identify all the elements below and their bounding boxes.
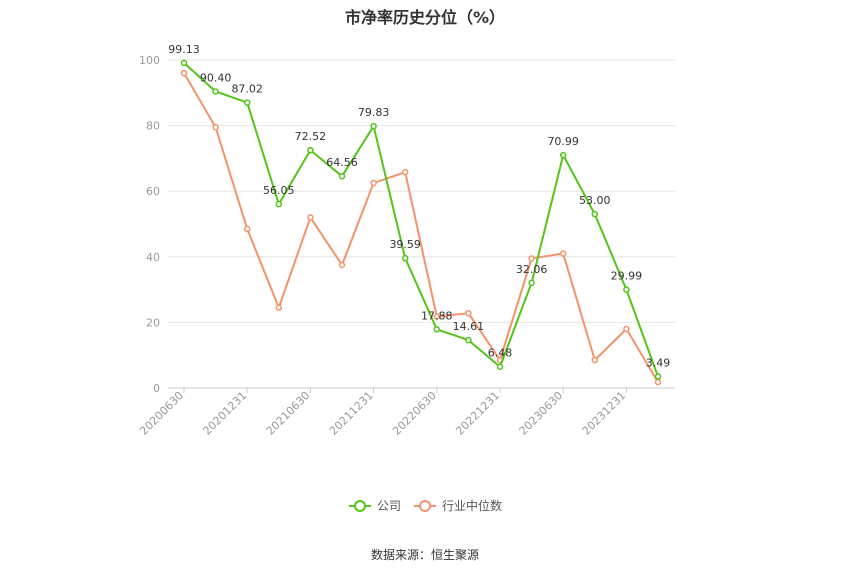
industry-median-point (465, 309, 472, 317)
industry-median-point (243, 225, 251, 233)
data-label: 99.13 (168, 43, 200, 56)
company-point (307, 146, 314, 154)
y-tick-label: 40 (146, 251, 160, 264)
industry-median-point (433, 313, 441, 320)
x-tick-label: 20221231 (453, 389, 502, 438)
x-tick-label: 20201231 (201, 389, 250, 438)
industry-median-point (591, 356, 599, 364)
company-point (496, 363, 504, 370)
industry-median-point (370, 179, 377, 187)
x-tick-label: 20210630 (264, 389, 313, 438)
data-source-note: 数据来源：恒生聚源 (370, 548, 479, 562)
industry-median-point (338, 261, 346, 269)
data-label: 90.40 (200, 71, 232, 84)
company-point (338, 172, 346, 180)
x-tick-label: 20200630 (137, 389, 186, 438)
data-label: 39.59 (389, 238, 421, 251)
data-label: 72.52 (295, 130, 327, 143)
data-label: 14.61 (453, 320, 485, 333)
x-tick-label: 20220630 (390, 389, 439, 438)
legend-marker-industry-median (419, 500, 431, 512)
series-line-company (183, 62, 659, 377)
data-label: 56.05 (263, 184, 295, 197)
industry-median-point (559, 250, 567, 257)
data-label: 87.02 (231, 83, 263, 96)
y-tick-label: 80 (146, 120, 160, 133)
company-point (559, 151, 567, 159)
industry-median-point (275, 304, 283, 311)
data-label: 17.88 (421, 309, 453, 322)
company-point (401, 254, 409, 262)
series-line-industry-median (183, 72, 659, 383)
company-point (623, 286, 630, 293)
data-label: 3.49 (646, 357, 671, 370)
company-point (275, 200, 283, 208)
legend-label-company: 公司 (377, 499, 401, 513)
legend-label-industry-median: 行业中位数 (442, 498, 502, 513)
company-point (591, 210, 599, 218)
company-point (212, 88, 219, 95)
industry-median-point (307, 214, 314, 221)
data-label: 64.56 (326, 156, 358, 169)
x-tick-label: 20230630 (517, 389, 566, 438)
data-label: 29.99 (611, 270, 643, 283)
data-label: 6.48 (488, 347, 513, 360)
data-label: 53.00 (579, 194, 611, 207)
data-label: 70.99 (547, 135, 579, 148)
company-point (654, 373, 662, 380)
company-point (370, 122, 377, 130)
y-tick-label: 0 (153, 382, 160, 395)
industry-median-point (528, 255, 535, 262)
company-point (180, 59, 188, 67)
x-tick-label: 20231231 (580, 389, 629, 438)
y-tick-label: 20 (146, 316, 160, 329)
company-point (433, 326, 441, 333)
chart-title: 市净率历史分位（%） (344, 8, 506, 27)
y-tick-label: 60 (146, 185, 160, 198)
industry-median-point (401, 168, 409, 176)
company-point (528, 279, 535, 287)
x-tick-label: 20211231 (327, 389, 376, 438)
industry-median-point (654, 378, 662, 386)
y-tick-label: 100 (139, 54, 160, 67)
industry-median-point (180, 69, 188, 77)
company-point (465, 336, 472, 344)
data-label: 79.83 (358, 106, 390, 119)
data-label: 32.06 (516, 263, 548, 276)
industry-median-point (212, 123, 219, 131)
industry-median-point (623, 325, 630, 333)
company-point (243, 99, 251, 106)
legend-marker-company (354, 500, 366, 512)
